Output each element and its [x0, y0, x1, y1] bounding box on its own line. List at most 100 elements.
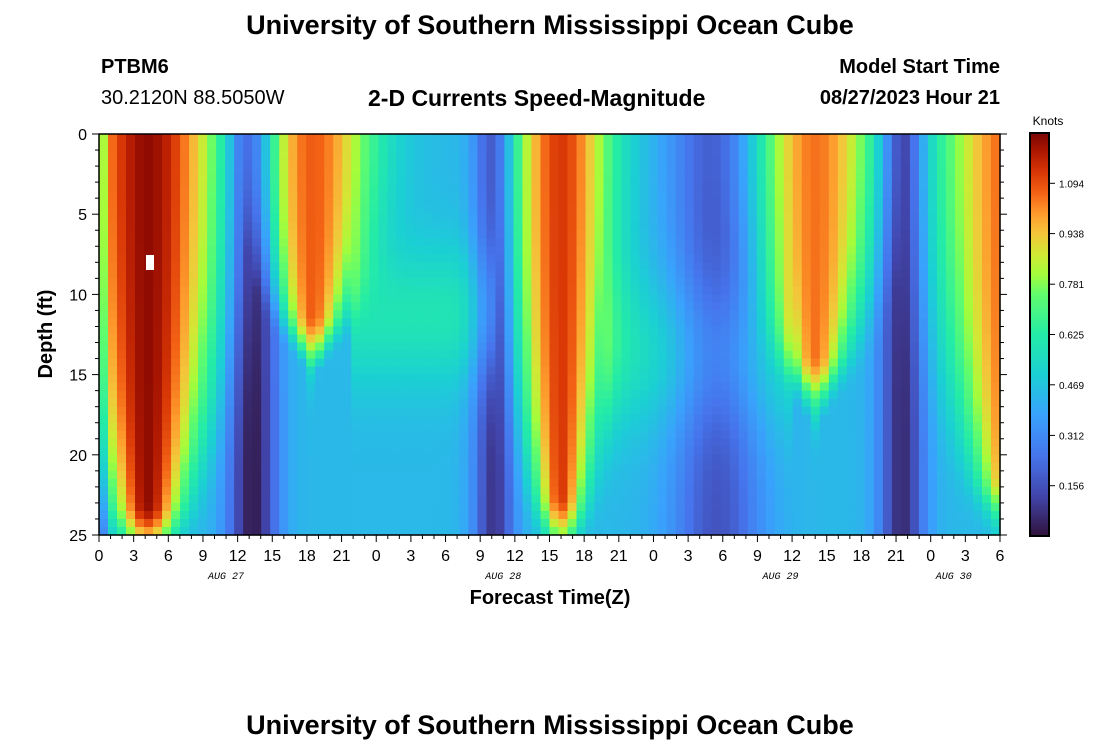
- heatmap-cell: [189, 478, 199, 488]
- heatmap-cell: [783, 278, 794, 287]
- heatmap-cell: [567, 342, 578, 352]
- heatmap-cell: [135, 510, 145, 520]
- heatmap-cell: [972, 334, 983, 344]
- heatmap-cell: [540, 222, 551, 231]
- heatmap-cell: [225, 398, 235, 408]
- heatmap-cell: [639, 390, 650, 400]
- heatmap-cell: [324, 414, 334, 424]
- heatmap-cell: [567, 198, 578, 207]
- heatmap-cell: [864, 278, 875, 287]
- heatmap-cell: [126, 478, 136, 488]
- heatmap-cell: [153, 158, 163, 167]
- heatmap-cell: [927, 174, 938, 183]
- heatmap-cell: [576, 142, 587, 151]
- heatmap-cell: [900, 206, 911, 215]
- heatmap-cell: [324, 518, 334, 528]
- heatmap-cell: [990, 390, 1001, 400]
- heatmap-cell: [945, 318, 956, 328]
- heatmap-cell: [828, 462, 839, 472]
- heatmap-cell: [711, 502, 722, 512]
- heatmap-cell: [711, 302, 722, 312]
- heatmap-cell: [918, 182, 929, 191]
- heatmap-cell: [612, 222, 623, 231]
- heatmap-cell: [918, 278, 929, 287]
- heatmap-cell: [837, 254, 848, 263]
- heatmap-cell: [981, 502, 992, 512]
- heatmap-cell: [459, 294, 470, 304]
- heatmap-cell: [243, 222, 253, 231]
- heatmap-cell: [576, 294, 587, 304]
- heatmap-cell: [648, 366, 659, 376]
- heatmap-cell: [162, 262, 172, 271]
- heatmap-cell: [360, 438, 370, 448]
- heatmap-cell: [864, 318, 875, 328]
- heatmap-cell: [891, 326, 902, 336]
- heatmap-cell: [621, 350, 632, 360]
- heatmap-cell: [342, 478, 352, 488]
- heatmap-cell: [243, 430, 253, 440]
- heatmap-cell: [306, 230, 316, 239]
- heatmap-cell: [576, 438, 587, 448]
- heatmap-cell: [162, 422, 172, 432]
- heatmap-cell: [432, 374, 442, 384]
- heatmap-cell: [603, 430, 614, 440]
- heatmap-cell: [846, 150, 857, 159]
- heatmap-cell: [747, 166, 758, 175]
- heatmap-cell: [153, 206, 163, 215]
- heatmap-cell: [378, 454, 388, 464]
- heatmap-cell: [810, 350, 821, 360]
- heatmap-cell: [198, 462, 208, 472]
- heatmap-cell: [594, 182, 605, 191]
- heatmap-cell: [783, 318, 794, 328]
- heatmap-cell: [333, 422, 343, 432]
- heatmap-cell: [612, 342, 623, 352]
- heatmap-cell: [657, 238, 668, 247]
- heatmap-cell: [792, 398, 803, 408]
- heatmap-cell: [369, 326, 379, 336]
- heatmap-cell: [441, 422, 451, 432]
- heatmap-cell: [594, 398, 605, 408]
- heatmap-cell: [468, 206, 479, 215]
- heatmap-cell: [405, 398, 415, 408]
- heatmap-cell: [243, 294, 253, 304]
- heatmap-cell: [378, 390, 388, 400]
- heatmap-cell: [279, 294, 289, 304]
- heatmap-cell: [144, 374, 154, 384]
- heatmap-cell: [270, 190, 280, 199]
- heatmap-cell: [603, 334, 614, 344]
- heatmap-cell: [702, 462, 713, 472]
- heatmap-cell: [108, 286, 118, 295]
- heatmap-cell: [990, 454, 1001, 464]
- heatmap-cell: [198, 390, 208, 400]
- heatmap-cell: [531, 214, 542, 223]
- heatmap-cell: [261, 374, 271, 384]
- heatmap-cell: [297, 198, 307, 207]
- heatmap-cell: [855, 278, 866, 287]
- heatmap-cell: [117, 390, 127, 400]
- heatmap-cell: [576, 422, 587, 432]
- heatmap-cell: [207, 222, 217, 231]
- heatmap-cell: [846, 278, 857, 287]
- heatmap-cell: [567, 502, 578, 512]
- heatmap-cell: [981, 318, 992, 328]
- heatmap-cell: [522, 158, 533, 167]
- heatmap-cell: [108, 454, 118, 464]
- heatmap-cell: [900, 262, 911, 271]
- heatmap-cell: [675, 294, 686, 304]
- heatmap-cell: [756, 134, 767, 143]
- heatmap-cell: [459, 262, 470, 271]
- heatmap-cell: [891, 406, 902, 416]
- heatmap-cell: [990, 150, 1001, 159]
- heatmap-cell: [540, 326, 551, 336]
- heatmap-cell: [891, 222, 902, 231]
- heatmap-cell: [288, 222, 298, 231]
- heatmap-cell: [927, 430, 938, 440]
- heatmap-cell: [549, 206, 560, 215]
- heatmap-cell: [630, 238, 641, 247]
- heatmap-cell: [981, 454, 992, 464]
- heatmap-cell: [261, 190, 271, 199]
- heatmap-cell: [423, 422, 433, 432]
- heatmap-cell: [567, 526, 578, 536]
- heatmap-cell: [792, 454, 803, 464]
- heatmap-cell: [423, 326, 433, 336]
